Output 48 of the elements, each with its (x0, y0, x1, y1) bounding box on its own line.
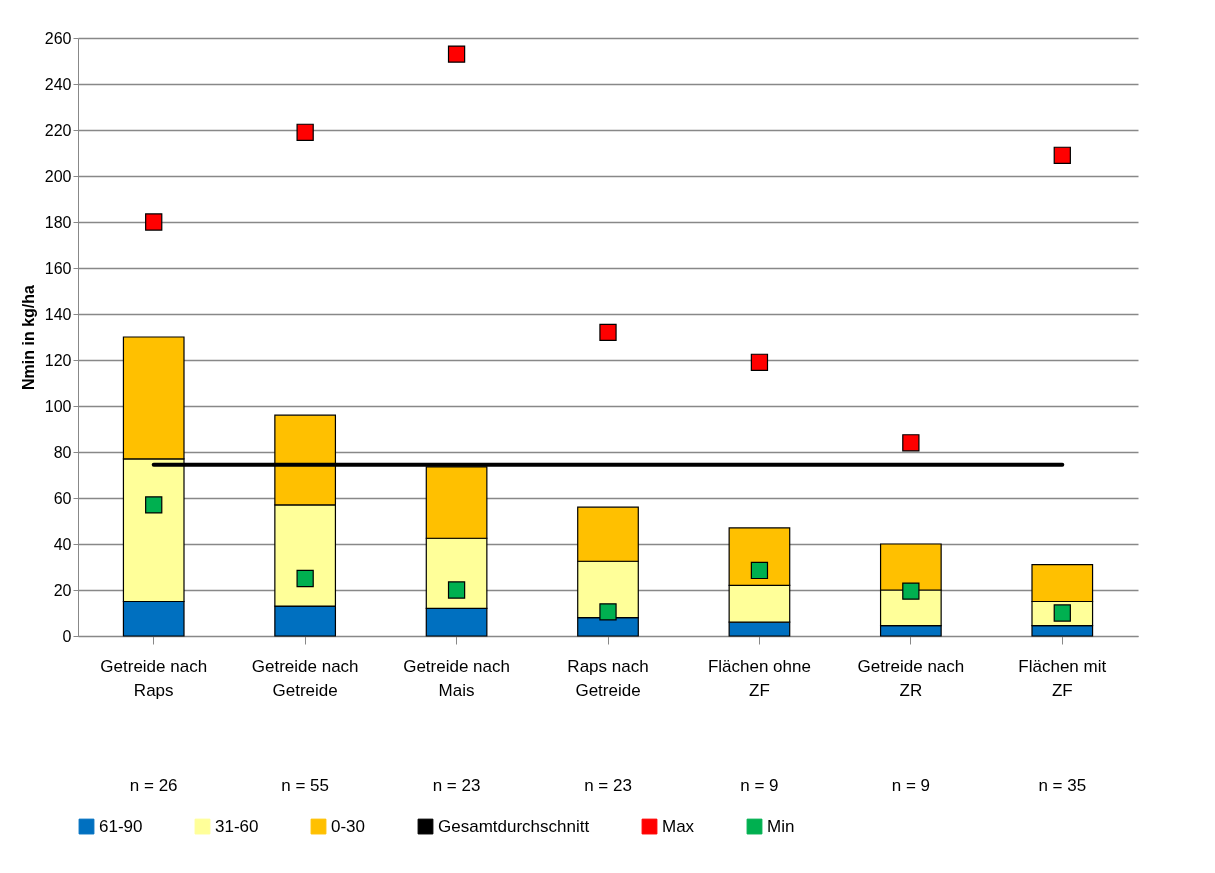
x-tick-label: Flächen mit ZF (1018, 656, 1107, 700)
y-tick-label: 100 (44, 397, 72, 415)
point (145, 213, 163, 231)
x-tick-label: Getreide nach Mais (403, 656, 510, 700)
y-tick-label: 60 (53, 489, 72, 507)
y-tick-label: 80 (53, 443, 72, 461)
point (1053, 146, 1071, 164)
y-tick-label: 20 (53, 581, 72, 599)
x-tick-label: Flächen ohne ZF (707, 656, 811, 700)
point (750, 353, 769, 371)
y-tick-label: 160 (44, 259, 72, 277)
text: n = 55 (281, 776, 330, 795)
point (599, 603, 617, 621)
text: n = 9 (740, 776, 779, 795)
y-tick-label: 180 (44, 213, 72, 231)
text: n = 26 (129, 776, 178, 795)
y-tick-label: 0 (62, 627, 72, 645)
point (296, 569, 314, 588)
legend-label: 61-90 (99, 816, 143, 836)
point (599, 323, 617, 342)
point (145, 496, 163, 514)
y-tick-label: 200 (44, 167, 72, 185)
point (902, 434, 920, 452)
point (447, 581, 466, 599)
x-tick-label: Getreide nach Raps (100, 656, 208, 700)
y-tick-label: 120 (44, 351, 72, 369)
point (902, 582, 920, 600)
y-tick-label: 140 (44, 305, 72, 323)
point (447, 45, 466, 63)
y-axis-title: Nmin in kg/ha (19, 284, 37, 390)
point (296, 123, 314, 141)
text: n = 23 (584, 776, 632, 795)
y-tick-label: 240 (44, 75, 72, 93)
legend-label: Max (662, 816, 695, 836)
x-tick-label: Raps nach Getreide (567, 656, 649, 700)
x-tick-label: Getreide nach Getreide (251, 656, 359, 700)
text: n = 9 (891, 776, 931, 795)
text: n = 35 (1038, 776, 1087, 795)
text: n = 23 (432, 776, 481, 795)
legend-label: Min (767, 816, 795, 836)
y-tick-label: 260 (44, 29, 72, 47)
legend-label: Gesamtdurchschnitt (438, 816, 590, 836)
legend-label: 31-60 (215, 816, 259, 836)
point (750, 561, 769, 580)
x-tick-label: Getreide nach ZR (857, 656, 965, 700)
y-tick-label: 40 (53, 535, 72, 553)
legend-label: 0-30 (331, 816, 366, 836)
y-tick-label: 220 (44, 121, 72, 139)
